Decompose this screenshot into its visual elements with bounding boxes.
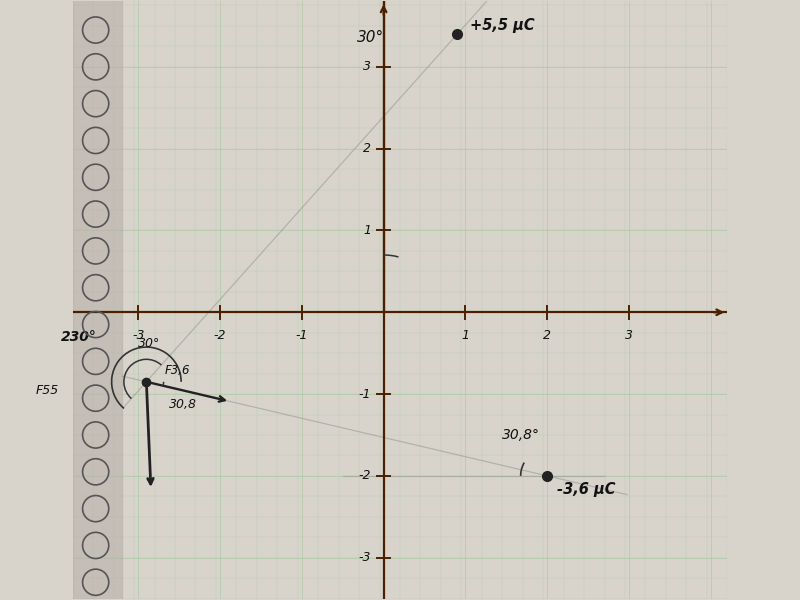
Text: 30°: 30°	[358, 30, 385, 45]
Text: 3: 3	[625, 329, 633, 341]
Text: 3: 3	[363, 61, 371, 73]
Text: +5,5 μC: +5,5 μC	[470, 18, 534, 33]
Bar	[73, 0, 122, 600]
Text: -3: -3	[359, 551, 371, 564]
Text: 2: 2	[543, 329, 551, 341]
Text: 30,8: 30,8	[170, 398, 198, 411]
Text: -1: -1	[295, 329, 308, 341]
Text: 30°: 30°	[138, 337, 161, 350]
Text: 230°: 230°	[61, 330, 96, 344]
Text: -2: -2	[359, 469, 371, 482]
Text: F3,6: F3,6	[164, 364, 190, 377]
Text: 30,8°: 30,8°	[502, 428, 540, 442]
Text: -3,6 μC: -3,6 μC	[557, 482, 615, 497]
Text: -1: -1	[359, 388, 371, 401]
Text: 1: 1	[462, 329, 470, 341]
Text: 1: 1	[363, 224, 371, 237]
Text: -3: -3	[132, 329, 145, 341]
Text: -2: -2	[214, 329, 226, 341]
Text: F55: F55	[36, 384, 59, 397]
Text: 2: 2	[363, 142, 371, 155]
